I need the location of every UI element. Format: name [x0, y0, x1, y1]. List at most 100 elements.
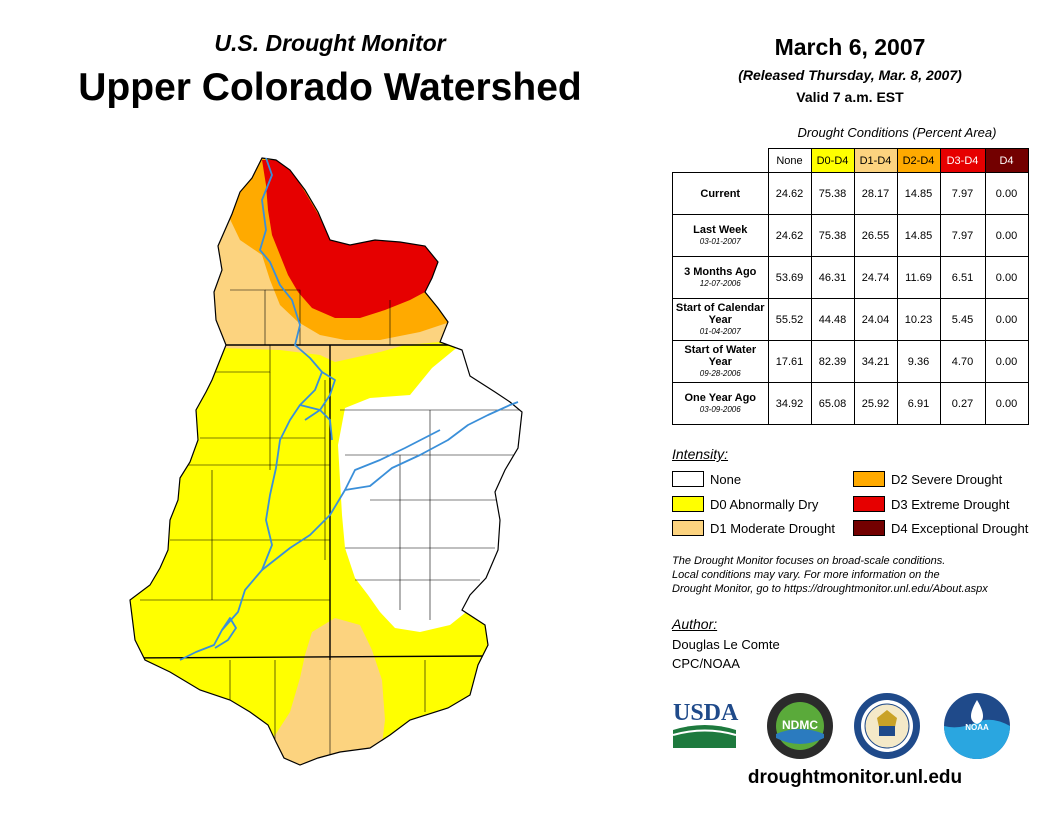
table-cell: 6.91: [896, 382, 941, 425]
row-label-text: Current: [700, 187, 741, 200]
row-label-text: Start of Calendar Year: [675, 301, 765, 326]
legend-item-none: None: [672, 470, 741, 488]
note-line: Local conditions may vary. For more info…: [672, 569, 940, 581]
legend-label: D0 Abnormally Dry: [710, 496, 819, 512]
table-cell: 7.97: [939, 172, 986, 215]
map-date: March 6, 2007: [774, 34, 926, 60]
table-cell: 34.21: [853, 340, 898, 383]
table-cell: 4.70: [939, 340, 986, 383]
table-cell: 24.74: [853, 256, 898, 299]
table-cell: 0.00: [984, 298, 1029, 341]
table-header-row: None D0-D4 D1-D4 D2-D4 D3-D4 D4: [673, 148, 1029, 173]
table-cell: 53.69: [767, 256, 812, 299]
ndmc-logo: NDMC: [767, 693, 833, 759]
usda-logo-text: USDA: [673, 700, 739, 726]
valid-time: Valid 7 a.m. EST: [796, 89, 904, 105]
row-label: Start of Water Year 09-28-2006: [672, 340, 769, 383]
table-cell: 14.85: [896, 172, 941, 215]
watershed-map: [129, 157, 523, 766]
note-line: The Drought Monitor focuses on broad-sca…: [672, 555, 946, 567]
legend-swatch: [853, 471, 885, 487]
table-cell: 7.97: [939, 214, 986, 257]
row-label-text: 3 Months Ago: [684, 265, 757, 278]
river-network: [179, 157, 519, 661]
legend-title: Intensity:: [672, 446, 729, 462]
table-row: Current 24.62 75.38 28.17 14.85 7.97 0.00: [672, 172, 1029, 215]
table-cell: 26.55: [853, 214, 898, 257]
table-cell: 0.00: [984, 214, 1029, 257]
col-header-d1-d4: D1-D4: [853, 148, 898, 173]
table-cell: 24.04: [853, 298, 898, 341]
row-label-text: One Year Ago: [684, 391, 757, 404]
col-header-d3-d4: D3-D4: [939, 148, 986, 173]
no-drought-area: [338, 345, 522, 632]
col-header-none: None: [767, 148, 812, 173]
legend-item-d1: D1 Moderate Drought: [672, 519, 835, 537]
ndmc-logo-text: NDMC: [782, 718, 818, 732]
release-date: (Released Thursday, Mar. 8, 2007): [738, 67, 962, 83]
legend-item-d3: D3 Extreme Drought: [853, 495, 1010, 513]
table-cell: 0.27: [939, 382, 986, 425]
legend-swatch: [853, 520, 885, 536]
table-cell: 82.39: [810, 340, 855, 383]
table-cell: 28.17: [853, 172, 898, 215]
partner-logos: USDA NDMC NOAA: [672, 693, 1010, 759]
table-cell: 14.85: [896, 214, 941, 257]
col-header-d2-d4: D2-D4: [896, 148, 941, 173]
noaa-logo-text: NOAA: [965, 723, 989, 732]
table-cell: 75.38: [810, 214, 855, 257]
author-org: CPC/NOAA: [672, 656, 740, 671]
table-cell: 55.52: [767, 298, 812, 341]
table-cell: 0.00: [984, 340, 1029, 383]
table-cell: 24.62: [767, 214, 812, 257]
table-corner: [673, 149, 769, 173]
row-label-date: 01-04-2007: [699, 326, 741, 336]
note-line[interactable]: Drought Monitor, go to https://droughtmo…: [672, 583, 988, 595]
table-cell: 75.38: [810, 172, 855, 215]
row-label: Current: [672, 172, 769, 215]
legend-swatch: [672, 520, 704, 536]
row-label-text: Start of Water Year: [684, 343, 757, 368]
table-row: Start of Water Year 09-28-2006 17.61 82.39 3…: [672, 340, 1029, 383]
legend-label: D3 Extreme Drought: [891, 496, 1010, 512]
table-cell: 5.45: [939, 298, 986, 341]
table-title: Drought Conditions (Percent Area): [797, 125, 997, 140]
table-cell: 6.51: [939, 256, 986, 299]
legend-item-d2: D2 Severe Drought: [853, 470, 1002, 488]
watershed-outline: [129, 157, 523, 766]
author-label: Author:: [672, 616, 718, 632]
row-label-date: 03-01-2007: [699, 236, 741, 246]
table-cell: 0.00: [984, 172, 1029, 215]
commerce-seal-logo: [854, 693, 920, 759]
legend-label: D4 Exceptional Drought: [891, 520, 1029, 536]
col-header-d4: D4: [984, 148, 1029, 173]
table-row: One Year Ago 03-09-2006 34.92 65.08 25.92 6.9…: [672, 382, 1029, 425]
d1-moderate-drought-south: [272, 618, 385, 765]
row-label: One Year Ago 03-09-2006: [672, 382, 769, 425]
row-label-date: 09-28-2006: [699, 368, 741, 378]
table-cell: 46.31: [810, 256, 855, 299]
row-label-text: Last Week: [693, 223, 748, 236]
table-cell: 0.00: [984, 256, 1029, 299]
table-cell: 9.36: [896, 340, 941, 383]
website-link[interactable]: droughtmonitor.unl.edu: [747, 767, 963, 788]
state-boundaries: [130, 344, 491, 660]
legend-item-d4: D4 Exceptional Drought: [853, 519, 1028, 537]
map-title: Upper Colorado Watershed: [78, 66, 582, 109]
map-supertitle: U.S. Drought Monitor: [214, 30, 446, 56]
table-cell: 0.00: [984, 382, 1029, 425]
table-row: 3 Months Ago 12-07-2006 53.69 46.31 24.74 11.…: [672, 256, 1029, 299]
table-cell: 24.62: [767, 172, 812, 215]
table-cell: 34.92: [767, 382, 812, 425]
row-label-date: 12-07-2006: [699, 278, 741, 288]
table-cell: 17.61: [767, 340, 812, 383]
col-header-d0-d4: D0-D4: [810, 148, 855, 173]
table-cell: 44.48: [810, 298, 855, 341]
legend-swatch: [672, 471, 704, 487]
drought-conditions-table: None D0-D4 D1-D4 D2-D4 D3-D4 D4 Current 2…: [672, 148, 1029, 425]
row-label: Last Week 03-01-2007: [672, 214, 769, 257]
table-body: Current 24.62 75.38 28.17 14.85 7.97 0.00 Last …: [672, 172, 1029, 425]
row-label-date: 03-09-2006: [699, 404, 741, 414]
legend-label: D2 Severe Drought: [891, 471, 1003, 487]
disclaimer-note: The Drought Monitor focuses on broad-sca…: [672, 554, 1042, 596]
